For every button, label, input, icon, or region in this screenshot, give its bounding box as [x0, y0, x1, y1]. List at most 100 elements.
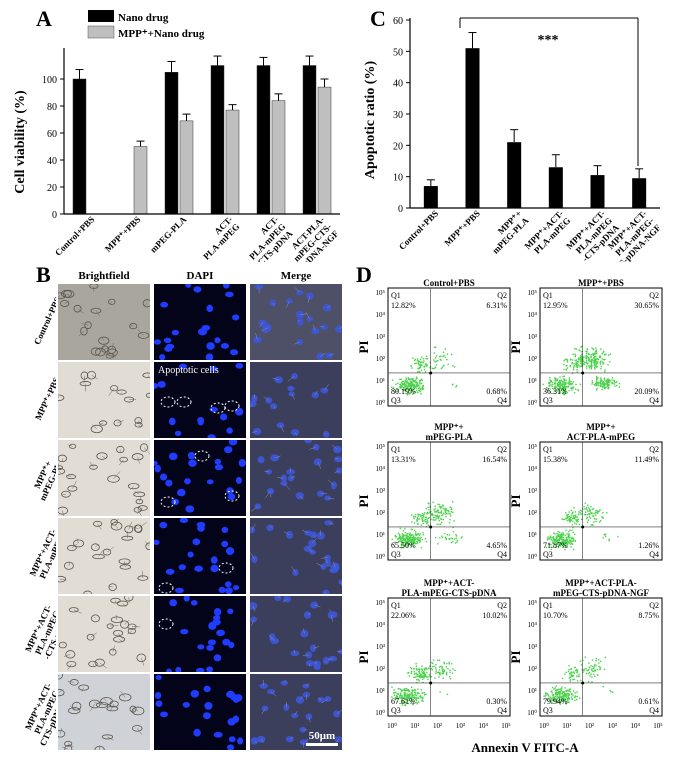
panel-c-letter: C [370, 6, 386, 31]
micrograph-dapi [154, 284, 246, 360]
x-tick-label: Control+PBS [53, 214, 96, 257]
row-label: MPP⁺+mPEG-PLA [2, 440, 66, 516]
y-tick-label: 40 [393, 79, 403, 90]
micrograph-dapi [154, 596, 246, 672]
q3-label: Q3 [391, 550, 401, 559]
q2-label: Q2 [497, 291, 507, 300]
q2-value: 6.31% [486, 301, 507, 310]
flow-plot-title: MPP⁺+ACT-PLA-mPEG-CTS-pDNA-NGF [553, 578, 650, 598]
apoptotic-cells-label: Apoptotic cells [158, 365, 219, 376]
micrograph-merge: 50μm [250, 674, 342, 750]
q1-label: Q1 [543, 291, 553, 300]
y-tick-label: 0 [398, 204, 403, 215]
q2-label: Q2 [497, 445, 507, 454]
flow-x-tick: 10⁵ [653, 722, 663, 730]
row-label: MPP⁺+PBS [2, 362, 61, 438]
panel-d-letter: D [356, 262, 372, 287]
flow-y-tick: 10⁵ [528, 443, 538, 451]
flow-y-tick: 10² [376, 355, 385, 363]
q2-value: 16.54% [482, 455, 507, 464]
flow-y-tick: 10¹ [376, 687, 385, 695]
micrograph-merge [250, 362, 342, 438]
flow-x-tick: 10⁵ [501, 722, 511, 730]
flow-y-tick: 10² [376, 665, 385, 673]
col-header-brightfield: Brightfield [78, 270, 130, 282]
flow-plot: MPP⁺+ACT-PLA-mPEG-CTS-pDNA 10⁵ 10⁴ 10³ 10² 10… [356, 578, 511, 717]
panel-a: A Nano drug MPP⁺+Nano drug Cell viabilit… [13, 6, 341, 262]
row-label: MPP⁺+ACT-PLA-mPEG-CTS-pDNA-NGF [2, 674, 75, 750]
x-tick-label: MPP⁺+PBS [103, 214, 143, 254]
q3-label: Q3 [543, 550, 553, 559]
flow-y-tick: 10⁴ [376, 621, 386, 629]
flow-y-tick: 10³ [528, 643, 537, 651]
q2-label: Q2 [649, 601, 659, 610]
flow-x-tick: 10⁰ [539, 722, 549, 730]
micrograph-merge [250, 596, 342, 672]
svg-text:MPP⁺+ACT-PLA-mPEG: MPP⁺+ACT-PLA-mPEG [28, 528, 56, 582]
flow-cytometry-plots: Control+PBS10⁵10⁴10³10²10¹10⁰Q112.82%Q26… [356, 278, 663, 755]
q4-label: Q4 [497, 396, 507, 405]
y-tick-label: 40 [47, 156, 57, 167]
flow-y-tick: 10¹ [376, 377, 385, 385]
q3-value: 71.87% [543, 541, 568, 550]
flow-x-tick: 10⁰ [387, 722, 397, 730]
panel-c-ylabel: Apoptotic ratio (%) [363, 61, 378, 180]
bar-nano [302, 65, 317, 215]
q1-value: 10.70% [543, 611, 568, 620]
flow-plot-title: MPP⁺+ mPEG-PLA [426, 422, 473, 442]
row-label: MPP⁺+ACT-PLA-mPEG [2, 518, 67, 594]
q1-label: Q1 [543, 445, 553, 454]
y-tick-label: 20 [393, 141, 403, 152]
q4-label: Q4 [497, 550, 507, 559]
y-tick-label: 20 [47, 183, 57, 194]
y-tick-label: 10 [393, 173, 403, 184]
flow-x-tick: 10² [585, 722, 594, 730]
y-tick-label: 60 [393, 16, 403, 27]
bar-apoptotic [632, 178, 647, 208]
flow-plot: MPP⁺+ ACT-PLA-mPEG 10⁵ 10⁴ 10³ 10² 10¹ 10⁰ Q115.… [508, 422, 663, 561]
row-label: MPP⁺+ACT-PLA-mPEG-CTS-pDNA [2, 596, 71, 672]
flow-y-tick: 10³ [376, 643, 385, 651]
x-tick-label: MPP⁺+mPEG-PLA [483, 208, 531, 256]
micrograph-brightfield [58, 518, 150, 594]
flow-y-tick: 10³ [528, 487, 537, 495]
q1-value: 12.82% [391, 301, 416, 310]
q3-value: 65.50% [391, 541, 416, 550]
svg-text:MPP⁺+PBS: MPP⁺+PBS [33, 376, 56, 422]
y-tick-label: 100 [42, 75, 57, 86]
panel-a-ylabel: Cell viability (%) [13, 90, 28, 194]
scale-bar: 50μm [306, 730, 338, 746]
flow-plot-title: MPP⁺+PBS [578, 278, 624, 288]
flow-x-tick: 10³ [456, 722, 465, 730]
flow-y-tick: 10⁵ [376, 289, 386, 297]
panel-a-bars [72, 55, 332, 215]
legend-label-nano: Nano drug [118, 12, 169, 24]
flow-ylabel: PI [508, 495, 523, 508]
q4-value: 1.26% [638, 541, 659, 550]
x-tick-label: ACT-PLA-mPEG-CTS-pDNA-NGF [284, 214, 341, 262]
flow-ylabel: PI [508, 341, 523, 354]
flow-x-tick: 10¹ [410, 722, 419, 730]
y-tick-label: 50 [393, 47, 403, 58]
q1-label: Q1 [391, 291, 401, 300]
legend-label-mpp: MPP⁺+Nano drug [118, 28, 205, 40]
q1-value: 15.38% [543, 455, 568, 464]
flow-y-tick: 10⁰ [375, 399, 385, 407]
x-tick-label: Control+PBS [397, 208, 440, 251]
flow-ylabel: PI [508, 651, 523, 664]
flow-plot-title: MPP⁺+ACT-PLA-mPEG-CTS-pDNA [401, 578, 497, 598]
q1-label: Q1 [543, 601, 553, 610]
flow-y-tick: 10⁰ [527, 399, 537, 407]
q2-value: 10.02% [482, 611, 507, 620]
bar-nano [164, 72, 179, 215]
flow-ylabel: PI [356, 495, 371, 508]
x-tick-label: MPP⁺+ACT-PLA-mPEG-CTS-pDNA [564, 208, 621, 262]
col-header-dapi: DAPI [186, 270, 214, 282]
bar-nano [72, 78, 87, 215]
flow-plot-title: Control+PBS [423, 278, 474, 288]
q3-value: 67.61% [391, 697, 416, 706]
flow-x-tick: 10⁴ [630, 722, 640, 730]
micrograph-brightfield [58, 440, 150, 516]
micrograph-dapi [154, 440, 246, 516]
